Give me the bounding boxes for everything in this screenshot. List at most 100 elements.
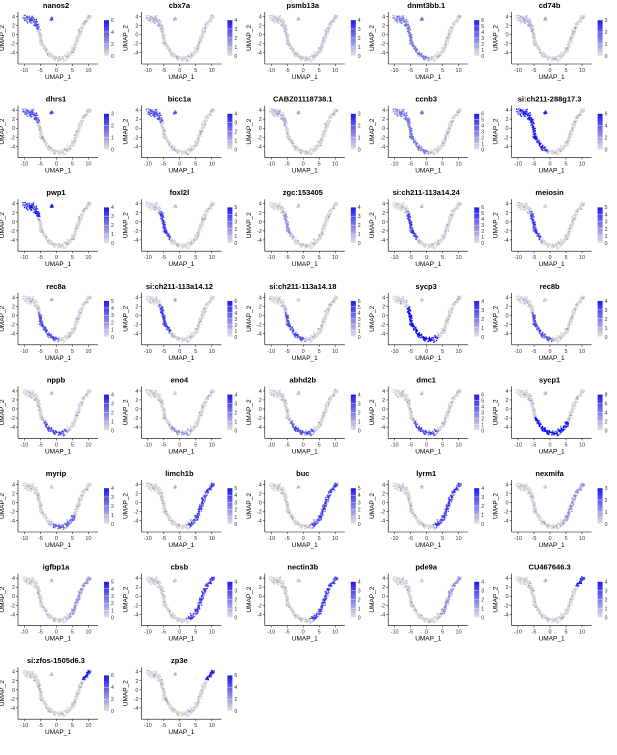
cell-point — [519, 19, 521, 21]
cell-point — [521, 19, 523, 21]
cell-point — [53, 149, 55, 151]
cell-point — [418, 52, 420, 54]
cell-point — [78, 126, 80, 128]
cell-point — [62, 57, 64, 59]
y-axis-label: UMAP_2 — [493, 25, 500, 51]
cell-point — [421, 56, 423, 58]
colorbar-tick-label: 1 — [481, 48, 484, 54]
cell-point — [205, 28, 207, 30]
cell-point — [286, 29, 288, 31]
cell-point — [534, 44, 536, 46]
feature-panel: dnmt3bb.1-10 -5 0 5 10-4-2024UMAP_1UMAP_2012… — [369, 1, 484, 81]
y-tick-label: -4 — [10, 51, 15, 57]
cell-point — [455, 21, 457, 23]
cell-point — [73, 51, 75, 53]
cell-point — [274, 19, 276, 21]
cell-point — [323, 38, 325, 40]
cell-point — [209, 19, 211, 21]
cell-point — [405, 21, 407, 23]
cell-point — [75, 132, 77, 134]
cell-point — [195, 47, 197, 49]
cell-point — [412, 42, 414, 44]
cell-point — [193, 54, 195, 56]
cell-point — [407, 21, 409, 23]
cell-point — [547, 59, 549, 61]
cell-point — [181, 60, 183, 62]
cell-point — [78, 122, 80, 124]
cell-point — [545, 56, 547, 58]
cell-point — [27, 112, 29, 114]
cell-point — [533, 33, 535, 35]
cell-point — [214, 16, 216, 18]
cell-point — [22, 18, 24, 20]
x-tick-label: -5 — [532, 68, 537, 74]
y-tick-label: 0 — [382, 33, 385, 39]
x-tick-label: 5 — [71, 68, 74, 74]
cell-point — [191, 54, 193, 56]
cell-point — [41, 133, 43, 135]
y-tick-label: 4 — [12, 108, 15, 114]
cell-point — [156, 20, 158, 22]
cell-point — [45, 46, 47, 48]
cell-point — [38, 120, 40, 122]
cell-point — [90, 110, 92, 112]
cell-point — [147, 20, 149, 22]
cell-point — [556, 57, 558, 59]
cell-point — [199, 40, 201, 42]
cell-point — [522, 15, 524, 17]
cell-point — [332, 20, 334, 22]
cell-point — [292, 49, 294, 51]
x-tick-label: 5 — [194, 68, 197, 74]
cell-point — [284, 24, 286, 26]
y-axis-label: UMAP_2 — [369, 25, 376, 51]
cell-point — [397, 19, 399, 21]
colorbar-tick-label: 0 — [111, 148, 114, 154]
cell-point — [537, 46, 539, 48]
cell-point — [581, 18, 583, 20]
x-axis-label: UMAP_1 — [292, 74, 318, 81]
cell-point — [415, 50, 417, 52]
cell-point — [435, 54, 437, 56]
y-tick-label: 4 — [135, 15, 138, 21]
cell-point — [444, 51, 446, 53]
cell-point — [80, 127, 82, 129]
cell-point — [73, 145, 75, 147]
cell-point — [533, 29, 535, 31]
y-tick-label: 4 — [259, 15, 262, 21]
cell-point — [276, 17, 278, 19]
cell-point — [42, 45, 44, 47]
y-tick-label: 2 — [12, 24, 15, 30]
cell-point — [445, 46, 447, 48]
cell-point — [171, 147, 173, 149]
cell-point — [295, 51, 297, 53]
cell-point — [79, 36, 81, 38]
cell-point — [163, 127, 165, 129]
feature-panel: cbx7a-10 -5 0 5 10-4-2024UMAP_1UMAP_201234 — [122, 1, 237, 81]
cell-point — [34, 117, 36, 119]
cell-point — [445, 40, 447, 42]
cell-point — [409, 31, 411, 33]
cell-point — [83, 26, 85, 28]
cell-point — [193, 51, 195, 53]
cell-point — [575, 26, 577, 28]
cell-point — [170, 143, 172, 145]
cell-point — [186, 61, 188, 63]
cell-point — [79, 129, 81, 131]
cell-point — [571, 40, 573, 42]
cell-point — [284, 27, 286, 29]
cell-point — [399, 19, 401, 21]
cell-point — [37, 122, 39, 124]
cell-point — [157, 25, 159, 27]
cell-point — [165, 43, 167, 45]
cell-point — [33, 25, 35, 27]
cell-point — [53, 56, 55, 58]
cell-point — [150, 22, 152, 24]
cell-point — [281, 25, 283, 27]
cell-point — [72, 47, 74, 49]
cell-point — [301, 59, 303, 61]
cell-point — [74, 41, 76, 43]
colorbar-tick-label: 2 — [358, 36, 361, 42]
cell-point — [75, 138, 77, 140]
cell-point — [521, 22, 523, 24]
cell-point — [74, 139, 76, 141]
